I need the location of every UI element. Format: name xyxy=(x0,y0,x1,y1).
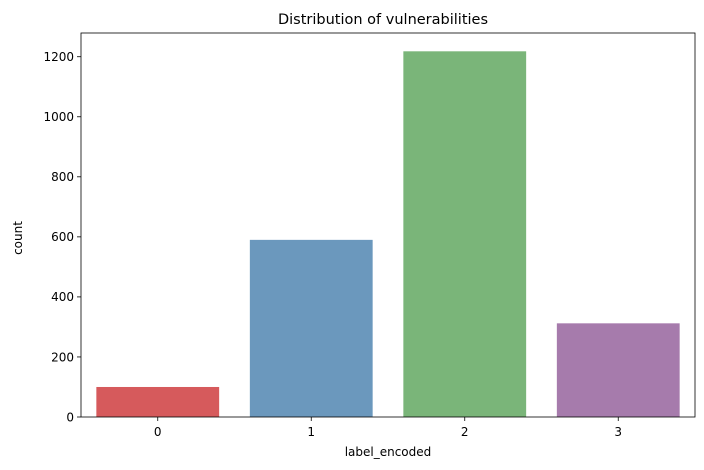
y-tick-label: 0 xyxy=(66,410,74,424)
plot-frame xyxy=(80,32,696,418)
chart-title: Distribution of vulnerabilities xyxy=(278,12,488,28)
y-tick-label: 200 xyxy=(51,350,74,364)
y-ticks: 0 200 400 600 800 1000 1200 xyxy=(43,50,81,424)
axes-layer xyxy=(80,32,696,418)
bar-1 xyxy=(249,239,373,417)
x-tick-label: 3 xyxy=(614,425,622,439)
bar-0 xyxy=(96,386,220,417)
x-tick-label: 0 xyxy=(154,425,162,439)
bar-3 xyxy=(556,323,680,417)
bar-2 xyxy=(403,51,527,418)
y-tick-label: 800 xyxy=(51,170,74,184)
y-tick-label: 400 xyxy=(51,290,74,304)
y-tick-label: 1200 xyxy=(43,50,74,64)
x-tick-label: 2 xyxy=(461,425,469,439)
y-axis-label: count xyxy=(11,221,25,255)
bars-layer xyxy=(96,51,680,418)
x-tick-label: 1 xyxy=(307,425,315,439)
x-ticks: 0 1 2 3 xyxy=(154,417,622,439)
y-tick-label: 1000 xyxy=(43,110,74,124)
y-tick-label: 600 xyxy=(51,230,74,244)
x-axis-label: label_encoded xyxy=(345,445,432,459)
